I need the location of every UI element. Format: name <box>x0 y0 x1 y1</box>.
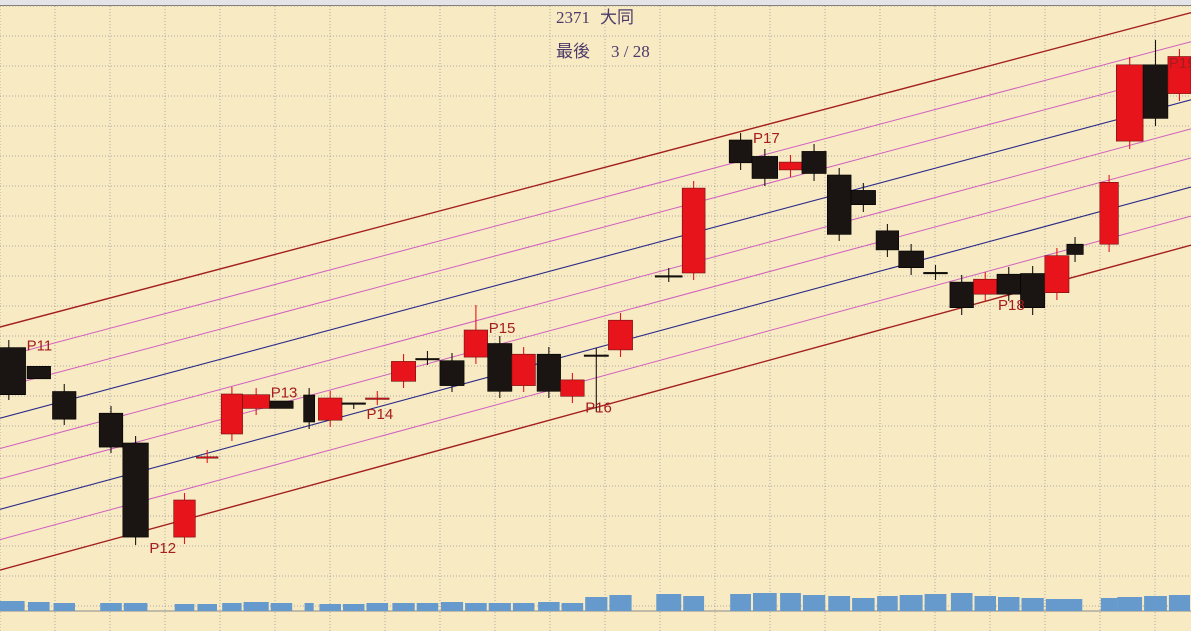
svg-text:最後: 最後 <box>556 42 590 61</box>
svg-text:P19: P19 <box>1169 55 1191 72</box>
svg-text:P18: P18 <box>998 297 1025 314</box>
svg-text:P15: P15 <box>489 320 516 337</box>
svg-text:3 / 28: 3 / 28 <box>611 42 650 61</box>
svg-text:P12: P12 <box>149 540 176 557</box>
svg-text:大同: 大同 <box>600 8 634 27</box>
svg-text:P17: P17 <box>753 130 780 147</box>
svg-text:P11: P11 <box>27 338 53 355</box>
svg-text:P13: P13 <box>271 385 298 402</box>
svg-text:P14: P14 <box>367 406 394 423</box>
svg-text:P16: P16 <box>585 399 612 416</box>
svg-text:2371: 2371 <box>556 8 590 27</box>
